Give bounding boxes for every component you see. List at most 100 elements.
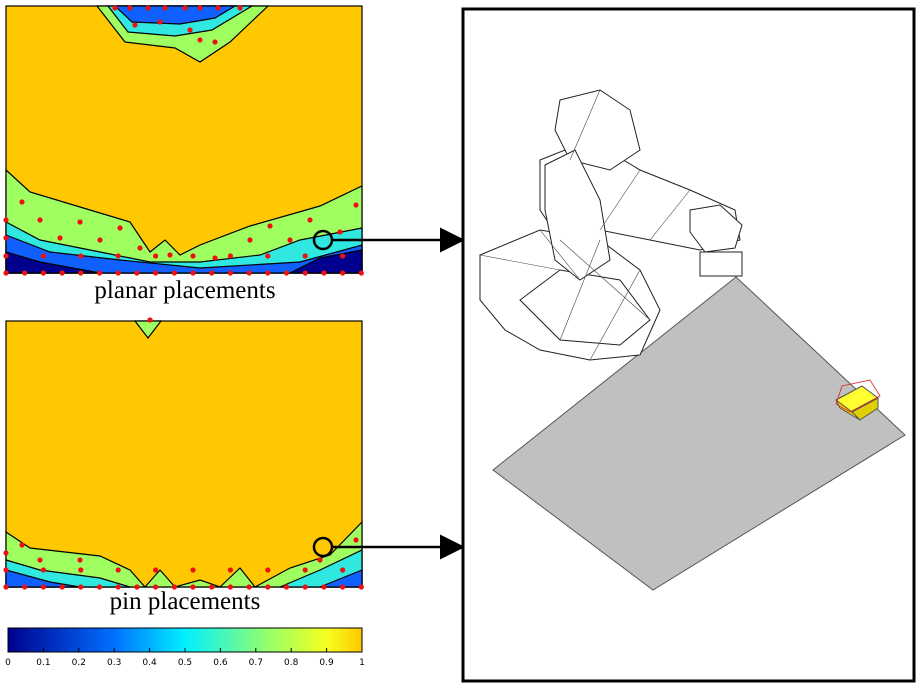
sample-point [302, 270, 308, 276]
sample-point [190, 567, 196, 573]
sample-point [115, 567, 121, 573]
sample-point [162, 5, 168, 11]
sample-point [157, 19, 163, 25]
sample-point [40, 253, 47, 259]
colorbar-tick-label: 0.3 [107, 658, 121, 668]
sample-point [302, 253, 308, 259]
sample-point [134, 270, 140, 276]
sample-point [237, 5, 243, 11]
sample-point [227, 270, 233, 276]
sample-point [265, 584, 271, 590]
sample-point [3, 270, 9, 276]
sample-point [353, 537, 359, 543]
sample-point [3, 253, 9, 259]
sample-point [302, 584, 308, 590]
sample-point [40, 584, 47, 590]
sample-point [190, 253, 196, 259]
sample-point [283, 270, 290, 276]
sample-point [265, 270, 271, 276]
sample-point [340, 584, 346, 590]
sample-point [197, 5, 203, 11]
sample-point [19, 199, 25, 205]
sample-point [117, 225, 123, 231]
colorbar-ticks: 0 0.1 0.2 0.3 0.4 0.5 0.6 0.7 0.8 0.9 1 [5, 648, 365, 668]
sample-point [153, 567, 159, 573]
sample-point [340, 253, 346, 259]
sample-point [145, 5, 151, 11]
sample-point [40, 567, 47, 573]
sample-point [215, 5, 221, 11]
colorbar-tick-label: 0.1 [36, 658, 50, 668]
sample-point [57, 235, 63, 241]
sample-point [209, 270, 215, 276]
sample-point [171, 270, 177, 276]
colorbar [7, 627, 363, 653]
colorbar-tick-label: 0.7 [249, 658, 263, 668]
sample-point [115, 584, 121, 590]
sample-point [3, 235, 9, 241]
colorbar-tick-label: 0.8 [284, 658, 299, 668]
colorbar-tick-label: 1 [359, 658, 365, 668]
colorbar-tick-label: 0.4 [142, 658, 157, 668]
robot [479, 89, 743, 361]
colorbar-tick-label: 0.5 [178, 658, 192, 668]
sample-point [227, 567, 233, 573]
sample-point [353, 202, 359, 208]
sample-point [197, 37, 203, 43]
colorbar-tick-label: 0 [5, 658, 11, 668]
sample-point [97, 237, 103, 243]
sample-point [358, 584, 364, 590]
planar-label: planar placements [94, 277, 275, 304]
sample-point [265, 567, 271, 573]
sample-point [96, 270, 103, 276]
sample-point [247, 237, 253, 243]
sample-point [77, 219, 83, 225]
sample-point [78, 584, 84, 590]
sample-point [78, 253, 84, 259]
sample-point [96, 584, 103, 590]
sample-point [209, 584, 215, 590]
pin-label: pin placements [110, 588, 261, 615]
sample-point [190, 584, 196, 590]
sample-point [340, 567, 346, 573]
sample-point [59, 270, 65, 276]
sample-point [287, 237, 293, 243]
sample-point [182, 5, 188, 11]
sample-point [267, 223, 273, 229]
sample-point [37, 217, 43, 223]
sample-point [171, 584, 177, 590]
sample-point [127, 5, 133, 11]
sample-point [153, 270, 159, 276]
sample-point [337, 229, 343, 235]
table-plane [492, 276, 906, 591]
sample-point [153, 253, 159, 259]
colorbar-tick-label: 0.2 [72, 658, 86, 668]
gripper-object [835, 379, 881, 421]
sample-point [187, 27, 193, 33]
sample-point [19, 542, 25, 548]
sample-point [37, 557, 43, 563]
sample-point [167, 252, 173, 258]
sample-point [190, 270, 196, 276]
sample-point [132, 22, 138, 28]
sample-point [321, 584, 327, 590]
sample-point [59, 584, 65, 590]
sample-point [246, 270, 252, 276]
sample-point [246, 584, 252, 590]
sample-point [112, 5, 118, 11]
sample-point [134, 584, 140, 590]
pin-map [5, 320, 363, 588]
sample-point [358, 270, 364, 276]
sample-point [212, 255, 218, 261]
sample-point [153, 584, 159, 590]
sample-point [227, 584, 233, 590]
sample-point [3, 584, 9, 590]
colorbar-tick-label: 0.6 [213, 658, 228, 668]
sample-point [227, 253, 233, 259]
sample-point [77, 557, 83, 563]
sample-point [40, 270, 47, 276]
colorbar-tick-label: 0.9 [319, 658, 334, 668]
sample-point [265, 253, 271, 259]
sample-point [321, 270, 327, 276]
